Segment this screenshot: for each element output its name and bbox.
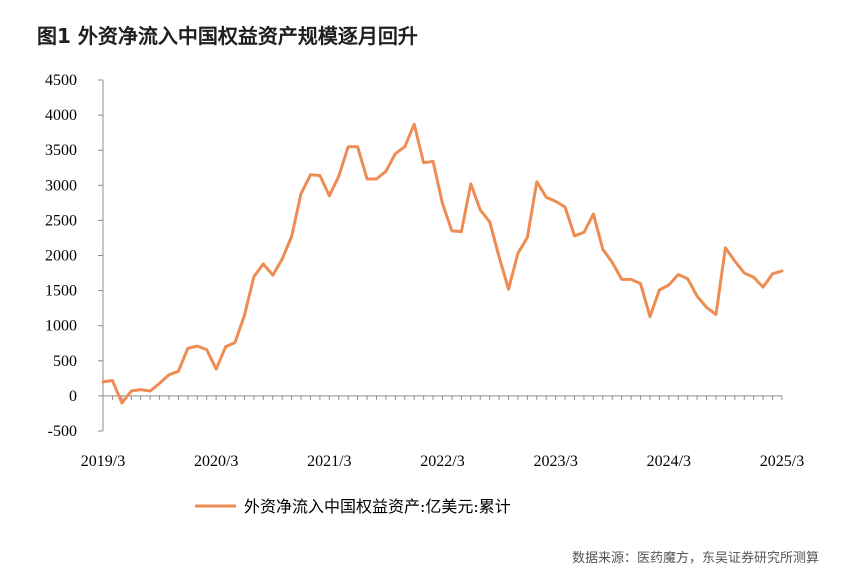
y-tick-label: 1500 bbox=[45, 283, 77, 300]
y-axis: -500 0 500 1000 1500 2000 2500 3000 3500 4000 4500 bbox=[45, 72, 104, 440]
chart-title: 图1 外资净流入中国权益资产规模逐月回升 bbox=[37, 24, 418, 48]
y-tick-label: 1000 bbox=[45, 318, 77, 335]
y-tick-label: 2000 bbox=[45, 248, 77, 265]
x-tick-label: 2022/3 bbox=[420, 453, 464, 470]
y-tick-label: 3500 bbox=[45, 142, 77, 159]
y-tick-label: 4000 bbox=[45, 107, 77, 124]
x-tick-label: 2023/3 bbox=[533, 453, 577, 470]
x-tick-label: 2025/3 bbox=[760, 453, 804, 470]
y-tick-label: -500 bbox=[48, 423, 77, 440]
x-axis: 2019/3 2020/3 2021/3 2022/3 2023/3 2024/3 2025… bbox=[81, 395, 804, 470]
y-tick-label: 4500 bbox=[45, 72, 77, 89]
x-tick-label: 2019/3 bbox=[81, 453, 125, 470]
y-tick-label: 3000 bbox=[45, 177, 77, 194]
y-tick-label: 0 bbox=[69, 388, 77, 405]
x-tick-label: 2021/3 bbox=[307, 453, 351, 470]
plot-area bbox=[101, 122, 784, 405]
x-tick-label: 2024/3 bbox=[647, 453, 691, 470]
x-tick-label: 2020/3 bbox=[194, 453, 238, 470]
series-line bbox=[101, 122, 784, 405]
y-tick-label: 2500 bbox=[45, 212, 77, 229]
legend: 外资净流入中国权益资产:亿美元:累计 bbox=[195, 497, 511, 516]
legend-label: 外资净流入中国权益资产:亿美元:累计 bbox=[244, 497, 511, 516]
y-tick-label: 500 bbox=[53, 353, 77, 370]
source-note: 数据来源：医药魔方，东吴证券研究所测算 bbox=[571, 551, 819, 566]
